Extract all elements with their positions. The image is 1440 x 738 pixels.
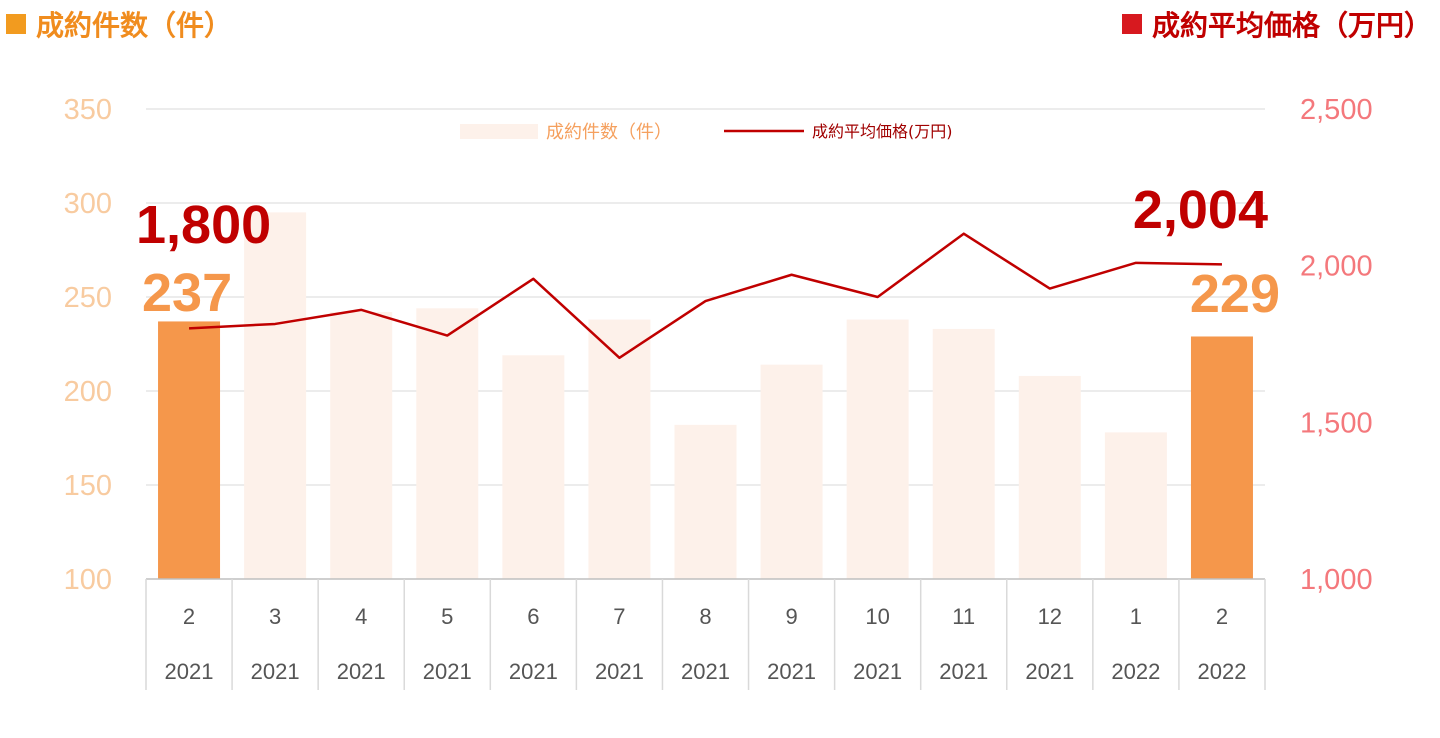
year-tick-label: 2021 bbox=[1025, 659, 1074, 684]
year-tick-label: 2021 bbox=[681, 659, 730, 684]
bar-last-value-label: 229 bbox=[1190, 264, 1280, 324]
left-tick-label: 300 bbox=[64, 188, 112, 220]
bar bbox=[674, 424, 737, 579]
month-tick-label: 1 bbox=[1130, 604, 1142, 629]
right-title-text: 成約平均価格（万円） bbox=[1151, 9, 1432, 42]
bar bbox=[932, 328, 995, 579]
bar bbox=[1190, 336, 1253, 579]
right-title-square-icon bbox=[1121, 14, 1142, 34]
right-tick-label: 2,500 bbox=[1300, 94, 1373, 126]
legend-bar-swatch bbox=[460, 124, 538, 139]
left-tick-label: 100 bbox=[64, 564, 112, 596]
year-tick-label: 2021 bbox=[165, 659, 214, 684]
bar bbox=[1018, 375, 1081, 579]
year-tick-label: 2021 bbox=[767, 659, 816, 684]
right-tick-label: 1,500 bbox=[1300, 407, 1373, 439]
bar bbox=[158, 321, 221, 579]
bar bbox=[1104, 432, 1167, 579]
left-tick-label: 350 bbox=[64, 94, 112, 126]
line-last-value-label: 2,004 bbox=[1133, 180, 1268, 240]
month-tick-label: 4 bbox=[355, 604, 367, 629]
legend-line-label: 成約平均価格(万円) bbox=[812, 122, 953, 141]
bar bbox=[846, 319, 909, 579]
year-tick-label: 2021 bbox=[595, 659, 644, 684]
month-tick-label: 3 bbox=[269, 604, 281, 629]
year-tick-label: 2021 bbox=[423, 659, 472, 684]
month-tick-label: 2 bbox=[1216, 604, 1228, 629]
left-axis-title: 成約件数（件） bbox=[6, 4, 232, 44]
bar bbox=[588, 319, 651, 579]
bar bbox=[502, 355, 565, 579]
month-tick-label: 7 bbox=[613, 604, 625, 629]
bar-first-value-label: 237 bbox=[142, 263, 232, 323]
month-tick-label: 2 bbox=[183, 604, 195, 629]
month-tick-label: 5 bbox=[441, 604, 453, 629]
right-tick-label: 2,000 bbox=[1300, 251, 1373, 283]
year-tick-label: 2021 bbox=[509, 659, 558, 684]
year-tick-label: 2021 bbox=[939, 659, 988, 684]
month-tick-label: 12 bbox=[1038, 604, 1062, 629]
left-tick-label: 200 bbox=[64, 376, 112, 408]
legend-bar-label: 成約件数（件） bbox=[546, 122, 672, 143]
year-tick-label: 2022 bbox=[1111, 659, 1160, 684]
right-tick-label: 1,000 bbox=[1300, 564, 1373, 596]
month-tick-label: 6 bbox=[527, 604, 539, 629]
month-tick-label: 8 bbox=[699, 604, 711, 629]
line-first-value-label: 1,800 bbox=[136, 195, 271, 255]
bar bbox=[760, 364, 823, 579]
bar bbox=[330, 312, 393, 579]
left-title-square-icon bbox=[6, 14, 26, 34]
left-title-text: 成約件数（件） bbox=[36, 9, 233, 42]
year-tick-label: 2022 bbox=[1197, 659, 1246, 684]
year-tick-label: 2021 bbox=[337, 659, 386, 684]
month-tick-label: 10 bbox=[865, 604, 889, 629]
year-tick-label: 2021 bbox=[853, 659, 902, 684]
left-tick-label: 150 bbox=[64, 470, 112, 502]
year-tick-label: 2021 bbox=[251, 659, 300, 684]
bar bbox=[244, 212, 307, 579]
month-tick-label: 9 bbox=[785, 604, 797, 629]
right-axis-title: 成約平均価格（万円） bbox=[1121, 4, 1432, 44]
month-tick-label: 11 bbox=[952, 604, 975, 629]
bar bbox=[416, 308, 479, 579]
price-line bbox=[188, 232, 1222, 360]
left-tick-label: 250 bbox=[64, 282, 112, 314]
